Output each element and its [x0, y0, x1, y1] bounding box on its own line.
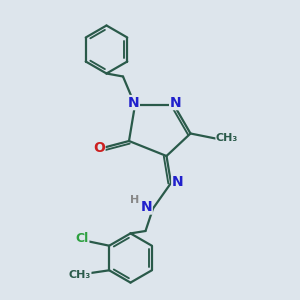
Text: N: N — [170, 96, 181, 110]
Text: N: N — [128, 96, 139, 110]
Text: O: O — [93, 142, 105, 155]
Text: N: N — [172, 175, 183, 188]
Text: H: H — [130, 195, 140, 205]
Text: N: N — [141, 200, 152, 214]
Text: Cl: Cl — [76, 232, 89, 245]
Text: CH₃: CH₃ — [69, 270, 91, 280]
Text: CH₃: CH₃ — [216, 133, 238, 143]
